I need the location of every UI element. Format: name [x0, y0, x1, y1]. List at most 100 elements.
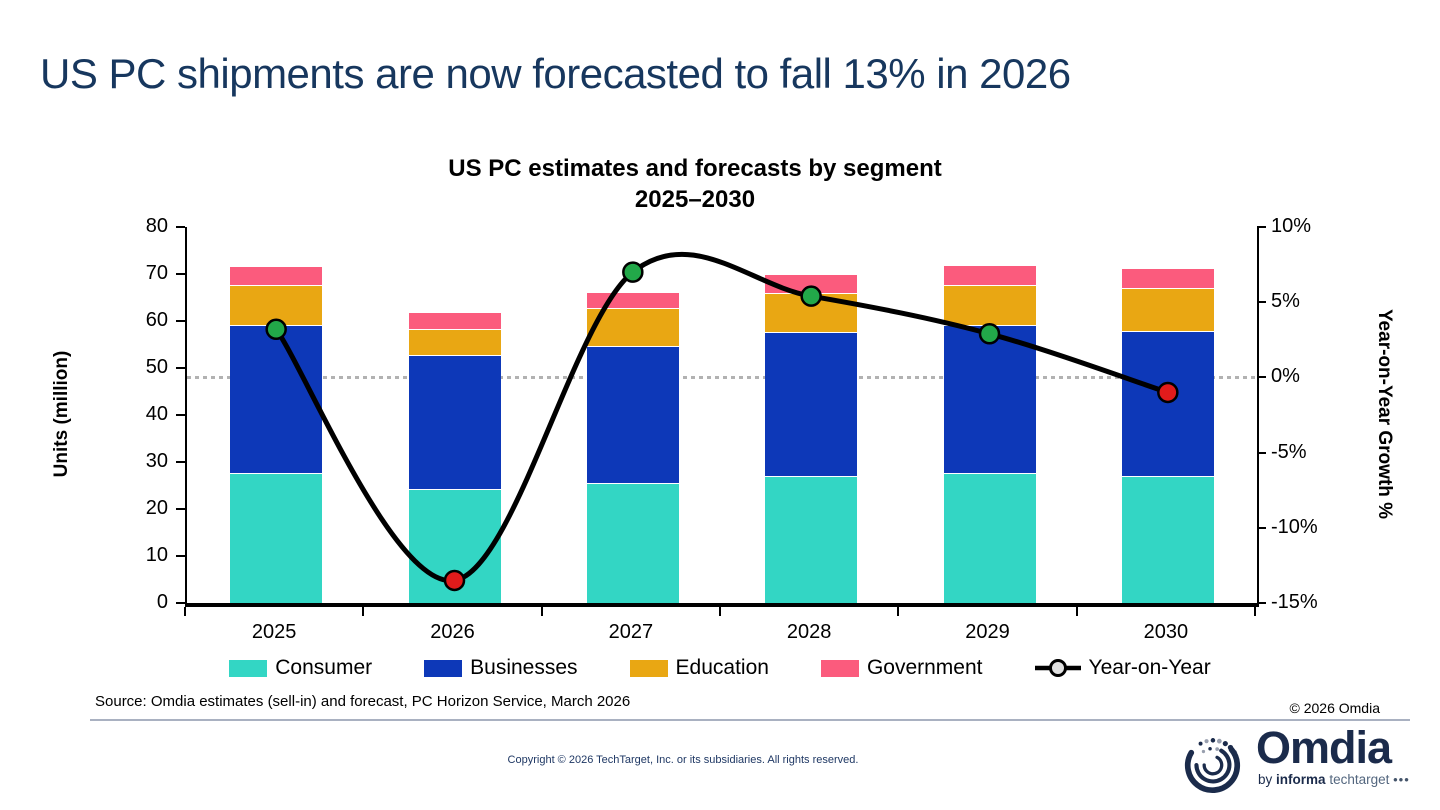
y-axis-left-tick-mark [176, 273, 185, 275]
divider-line [90, 719, 1410, 721]
tagline-by: by [1258, 772, 1273, 787]
legend-label: Year-on-Year [1088, 656, 1211, 679]
yoy-marker-2028 [800, 285, 822, 307]
yoy-marker-2027 [622, 261, 644, 283]
x-axis-category-label: 2030 [1143, 621, 1189, 643]
y-axis-right-tick-mark [1257, 226, 1266, 228]
x-axis-tick-mark [1254, 607, 1256, 616]
source-note: Source: Omdia estimates (sell-in) and fo… [95, 693, 631, 710]
legend-item-consumer: Consumer [229, 656, 372, 680]
y-axis-left-tick-label: 80 [145, 215, 168, 237]
y-axis-left-tick-label: 50 [145, 356, 168, 378]
y-axis-left-tick-label: 40 [145, 403, 168, 425]
yoy-line-chart [265, 251, 1179, 592]
y-axis-left-tick-label: 10 [145, 544, 168, 566]
legend-item-education: Education [629, 656, 769, 680]
page-title: US PC shipments are now forecasted to fa… [40, 50, 1071, 97]
y-axis-right-tick-label: 0% [1271, 365, 1300, 388]
yoy-marker-2030 [1157, 381, 1179, 404]
y-axis-right-tick-mark [1257, 526, 1266, 529]
legend-swatch-businesses [424, 659, 463, 677]
y-axis-right-tick-mark [1257, 451, 1266, 454]
omdia-tagline: by informa techtarget ••• [1258, 772, 1410, 787]
chart-legend: Consumer Businesses Education Government Yea… [185, 656, 1255, 680]
x-axis-category-label: 2027 [608, 621, 654, 643]
legend-item-businesses: Businesses [424, 656, 578, 680]
y-axis-left-tick-mark [176, 320, 185, 322]
bar-segment-consumer [765, 476, 858, 603]
legend-item-year-on-year: Year-on-Year [1034, 656, 1211, 680]
x-axis-category-label: 2026 [430, 621, 475, 643]
legend-label: Education [675, 656, 769, 679]
legend-label: Government [866, 656, 983, 679]
y-axis-left-tick-mark [176, 461, 185, 463]
y-axis-right-tick-label: -5% [1271, 440, 1307, 463]
legend-swatch-government [820, 659, 859, 677]
plot-area [185, 227, 1259, 607]
bar-segment-businesses [586, 346, 679, 484]
bar-segment-businesses [408, 355, 501, 491]
y-axis-right-tick-label: -15% [1271, 591, 1318, 613]
chart-title: US PC estimates and forecasts by segment… [160, 153, 1230, 215]
bar-segment-businesses [230, 326, 323, 474]
x-axis-category-label: 2028 [786, 621, 832, 643]
y-axis-title-left: Units (million) [51, 350, 72, 478]
y-axis-right-tick-mark [1257, 301, 1266, 304]
x-axis-tick-mark [719, 607, 721, 616]
yoy-line [274, 251, 1169, 583]
bar-segment-government [1121, 269, 1214, 289]
y-axis-left-tick-mark [176, 367, 185, 369]
x-axis-category-label: 2029 [965, 621, 1010, 643]
x-axis-tick-mark [897, 607, 900, 616]
y-axis-left-tick-mark [176, 602, 185, 604]
bar-segment-businesses [1121, 332, 1214, 477]
x-axis-tick-mark [1075, 607, 1078, 616]
x-axis-tick-mark [540, 607, 543, 616]
legend-yoy-marker-icon [1034, 659, 1081, 677]
bar-segment-government [943, 266, 1036, 286]
omdia-swirl-icon [1184, 738, 1241, 794]
x-axis-tick-mark [362, 607, 365, 616]
zero-growth-dotted-line [187, 376, 1257, 380]
yoy-marker-2025 [265, 318, 287, 341]
x-axis-tick-mark [184, 607, 186, 616]
bar-segment-businesses [943, 326, 1036, 475]
y-axis-left-tick-label: 20 [145, 497, 168, 519]
chart-title-line2: 2025–2030 [634, 186, 756, 213]
bar-segment-education [408, 329, 501, 356]
y-axis-right-tick-mark [1257, 376, 1266, 379]
bar-segment-consumer [230, 473, 323, 603]
y-axis-left-tick-mark [176, 555, 185, 557]
omdia-copyright: © 2026 Omdia [1289, 700, 1380, 716]
footer-copyright: Copyright © 2026 TechTarget, Inc. or its… [507, 754, 859, 766]
tagline-informa: informa [1276, 772, 1326, 787]
yoy-marker-2029 [978, 323, 1001, 345]
bar-segment-consumer [1121, 476, 1214, 603]
y-axis-left-tick-label: 70 [145, 262, 168, 284]
bar-segment-education [943, 285, 1036, 327]
y-axis-left-tick-label: 0 [156, 591, 168, 613]
legend-item-government: Government [820, 656, 983, 680]
y-axis-title-right: Year-on-Year Growth % [1374, 308, 1395, 520]
y-axis-left-tick-label: 30 [145, 450, 168, 472]
yoy-marker-2026 [443, 569, 466, 592]
bar-segment-education [1121, 288, 1214, 333]
bar-segment-government [408, 312, 501, 330]
y-axis-left-tick-mark [176, 226, 185, 228]
bar-segment-businesses [765, 333, 858, 477]
bar-segment-consumer [943, 474, 1036, 603]
bar-segment-government [230, 267, 323, 286]
legend-swatch-consumer [229, 659, 268, 677]
legend-swatch-education [629, 659, 668, 677]
y-axis-left-tick-mark [176, 508, 185, 510]
y-axis-right-tick-mark [1257, 602, 1266, 604]
y-axis-right-tick-label: 10% [1271, 215, 1312, 237]
y-axis-left-tick-label: 60 [145, 309, 168, 331]
legend-label: Businesses [470, 656, 578, 679]
tagline-techtarget: techtarget [1329, 772, 1390, 787]
omdia-wordmark: Omdia [1256, 722, 1392, 773]
omdia-logo: Omdia by informa techtarget ••• [1182, 722, 1412, 802]
chart-title-line1: US PC estimates and forecasts by segment [448, 155, 942, 182]
x-axis-category-label: 2025 [251, 621, 297, 643]
